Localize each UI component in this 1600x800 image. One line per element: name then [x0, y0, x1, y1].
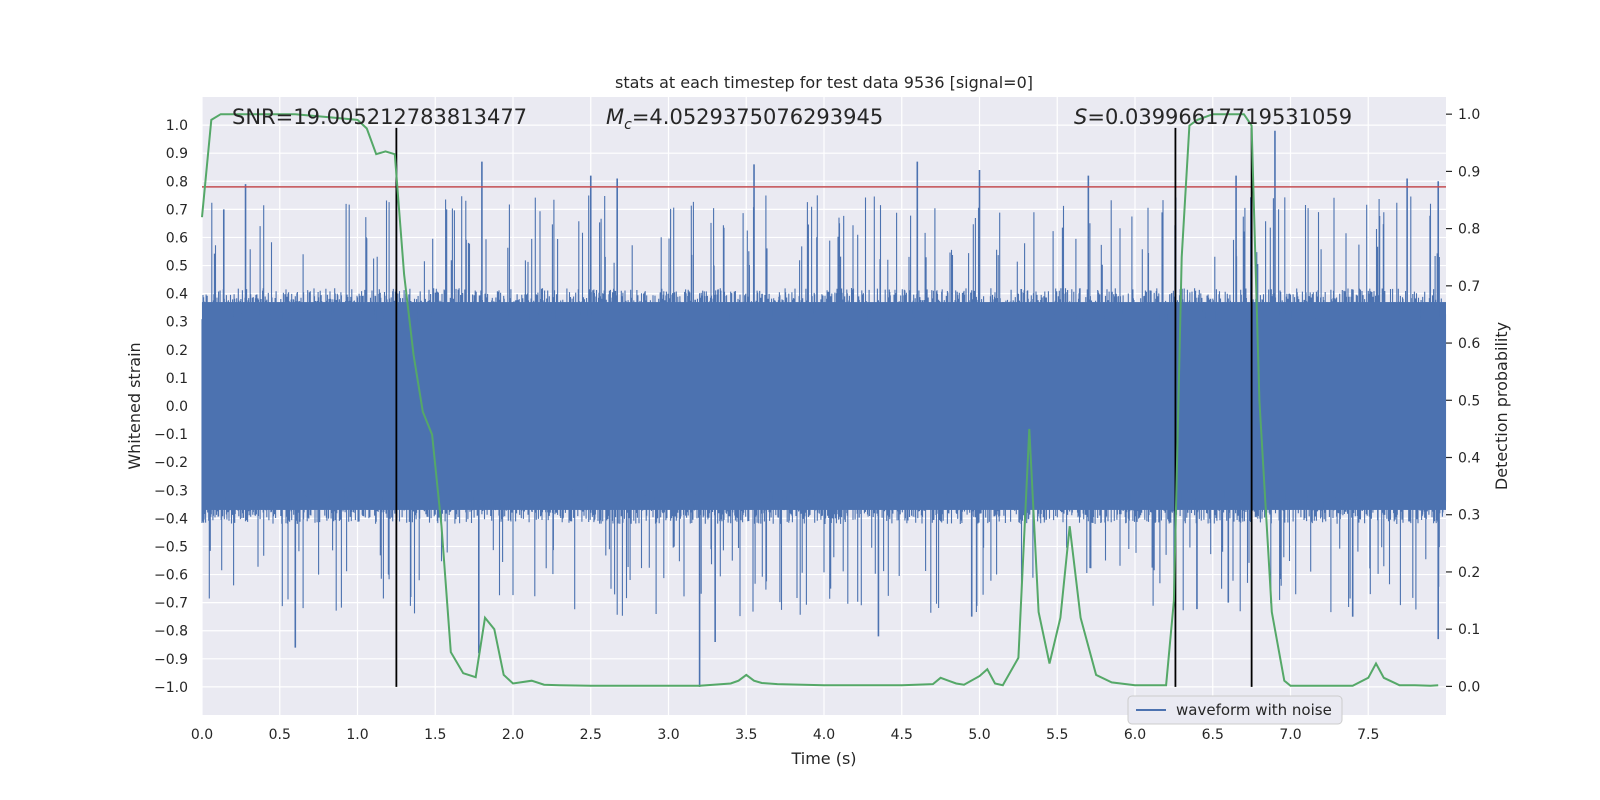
y-tick-label-right: 0.7: [1458, 279, 1480, 295]
y-tick-label-left: 0.4: [166, 287, 188, 303]
chart-title: stats at each timestep for test data 953…: [615, 73, 1033, 92]
y-tick-label-left: −0.2: [154, 455, 188, 471]
x-tick-label: 7.0: [1279, 727, 1301, 743]
y-tick-label-left: 0.8: [166, 174, 188, 190]
y-tick-label-left: 1.0: [166, 118, 188, 134]
x-tick-label: 7.5: [1357, 727, 1379, 743]
y-tick-label-right: 0.9: [1458, 164, 1480, 180]
y-tick-label-left: −0.3: [154, 483, 188, 499]
mc-subscript: c: [624, 117, 632, 133]
y-tick-label-left: −0.1: [154, 427, 188, 443]
waveform-series: [201, 130, 1447, 687]
s-symbol: S: [1074, 105, 1087, 129]
y-tick-label-left: −0.4: [154, 511, 188, 527]
y-axis-title-left: Whitened strain: [125, 342, 144, 469]
y-tick-label-left: −0.8: [154, 624, 188, 640]
x-tick-label: 5.0: [968, 727, 990, 743]
y-ticks-right: 1.0 0.9 0.8 0.7 0.6 0.5 0.4 0.3 0.2 0.1 0.0: [1446, 107, 1480, 695]
snr-annotation: SNR=19.005212783813477: [232, 105, 527, 129]
y-tick-label-left: −0.6: [154, 568, 188, 584]
x-ticks: 0.0 0.5 1.0 1.5 2.0 2.5 3.0 3.5 4.0 4.5 5.0 5.5 6.0 6…: [191, 727, 1380, 743]
x-tick-label: 1.0: [346, 727, 368, 743]
legend: waveform with noise: [1127, 695, 1343, 725]
s-value: =0.03996617719531059: [1087, 105, 1352, 129]
vertical-lines: [395, 127, 1253, 687]
y-tick-label-right: 0.5: [1458, 393, 1480, 409]
y-tick-label-right: 1.0: [1458, 107, 1480, 123]
y-tick-label-left: 0.9: [166, 146, 188, 162]
s-annotation: S=0.03996617719531059: [1074, 105, 1352, 129]
y-tick-label-right: 0.0: [1458, 679, 1480, 695]
y-tick-label-left: −0.7: [154, 596, 188, 612]
y-axis-title-right: Detection probability: [1492, 322, 1511, 490]
y-tick-label-left: 0.5: [166, 259, 188, 275]
x-tick-label: 3.0: [657, 727, 679, 743]
y-tick-label-right: 0.1: [1458, 622, 1480, 638]
x-tick-label: 0.0: [191, 727, 213, 743]
x-tick-label: 3.5: [735, 727, 757, 743]
x-tick-label: 5.5: [1046, 727, 1068, 743]
y-tick-label-left: 0.6: [166, 230, 188, 246]
legend-box: [1127, 695, 1343, 725]
y-tick-label-left: −0.9: [154, 652, 188, 668]
y-tick-label-left: 0.3: [166, 315, 188, 331]
y-tick-label-right: 0.6: [1458, 336, 1480, 352]
y-tick-label-right: 0.4: [1458, 451, 1480, 467]
y-tick-label-left: −1.0: [154, 680, 188, 696]
x-tick-label: 4.0: [813, 727, 835, 743]
y-tick-label-right: 0.2: [1458, 565, 1480, 581]
x-tick-label: 6.0: [1124, 727, 1146, 743]
mc-value: =4.0529375076293945: [632, 105, 883, 129]
legend-label: waveform with noise: [1176, 701, 1332, 719]
mc-symbol: M: [606, 105, 624, 129]
x-tick-label: 2.5: [580, 727, 602, 743]
detection-probability-line: [201, 113, 1439, 687]
y-tick-label-left: 0.2: [166, 343, 188, 359]
y-tick-label-right: 0.3: [1458, 508, 1480, 524]
waveform-trace: [201, 195, 1447, 617]
x-tick-label: 1.5: [424, 727, 446, 743]
y-ticks-left: 1.0 0.9 0.8 0.7 0.6 0.5 0.4 0.3 0.2 0.1 0.0 −0.1 −0.…: [154, 118, 188, 696]
x-tick-label: 0.5: [269, 727, 291, 743]
y-tick-label-left: 0.0: [166, 399, 188, 415]
x-tick-label: 6.5: [1202, 727, 1224, 743]
x-axis-title: Time (s): [790, 749, 856, 768]
y-tick-label-left: −0.5: [154, 539, 188, 555]
y-tick-label-right: 0.8: [1458, 222, 1480, 238]
mc-annotation: Mc=4.0529375076293945: [606, 105, 883, 133]
x-tick-label: 4.5: [891, 727, 913, 743]
y-tick-label-left: 0.7: [166, 202, 188, 218]
x-tick-label: 2.0: [502, 727, 524, 743]
y-tick-label-left: 0.1: [166, 371, 188, 387]
